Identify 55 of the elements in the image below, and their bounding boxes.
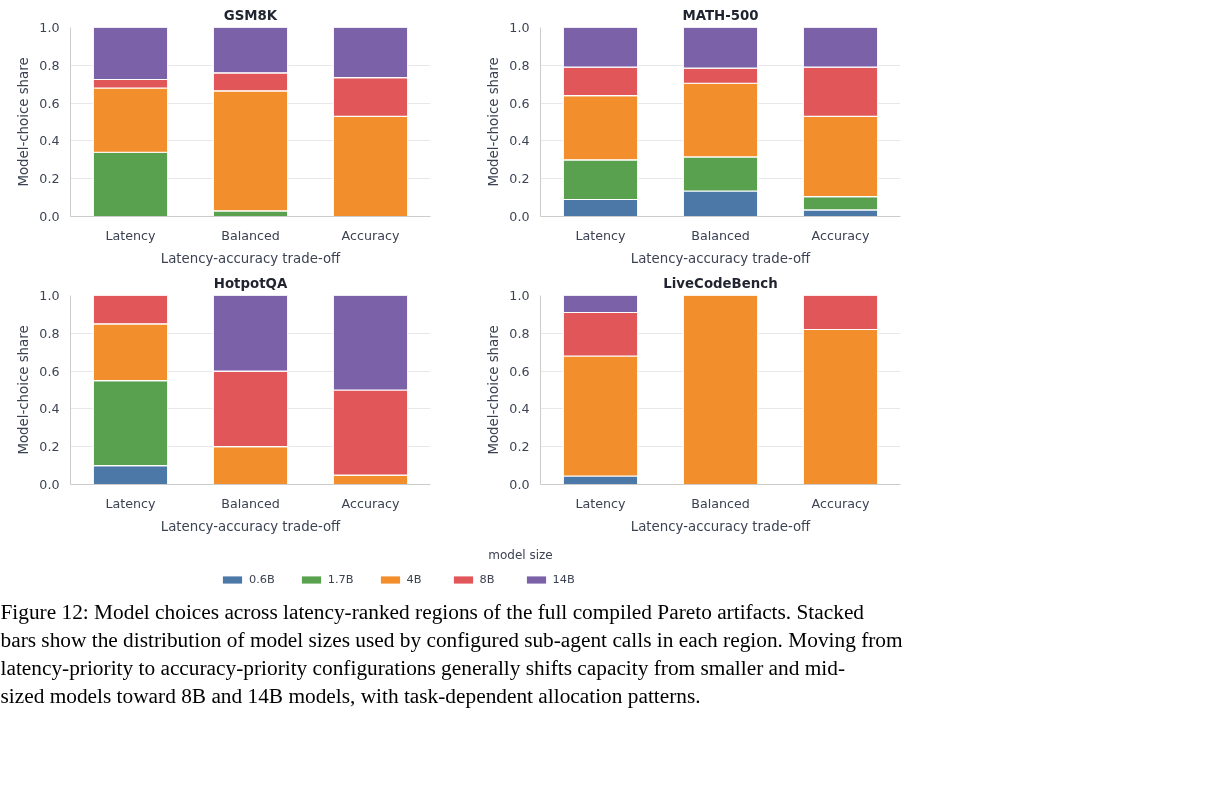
y-tick-label: 0.4 (509, 401, 530, 417)
y-tick-label: 0.8 (39, 325, 60, 341)
y-tick-label: 0.4 (509, 133, 530, 149)
x-axis-title: Latency-accuracy trade-off (630, 250, 812, 266)
y-tick-label: 0.2 (39, 439, 60, 455)
text: 4B (406, 572, 423, 586)
y-tick-label: 0.0 (509, 477, 530, 492)
y-tick-label: 1.0 (509, 20, 530, 35)
legend-label: 8B (479, 572, 496, 586)
x-axis-title: Latency-accuracy trade-off (160, 518, 342, 534)
x-tick-label: Balanced (221, 495, 280, 511)
legend-label: 1.7B (327, 572, 354, 586)
y-tick-label: 0.0 (39, 477, 60, 492)
x-tick-label: Latency (575, 227, 627, 243)
y-tick-label: 0.8 (509, 57, 530, 73)
x-axis-title: Latency-accuracy trade-off (630, 518, 812, 534)
chart-title: HotpotQA (213, 275, 288, 291)
y-tick-label: 0.4 (39, 133, 60, 149)
y-tick-label: 0.0 (509, 209, 530, 224)
y-tick-label: 0.0 (39, 209, 60, 224)
y-tick-label: 0.6 (39, 363, 60, 379)
x-tick-label: Balanced (691, 495, 750, 511)
y-tick-label: 1.0 (509, 288, 530, 303)
y-tick-label: 0.2 (509, 171, 530, 187)
x-tick-label: Latency (105, 227, 157, 243)
caption: Figure 12: Model choices across latency-ranked regions of the full compiled Pareto artifacts. Stacked bars show the distribution of model sizes used by configured sub-agent calls in each region. Moving from latency-priority to accuracy-priority configurations generally shifts capacity from smaller and mid-sized models toward 8B and 14B models, with task-dependent allocation patterns. (0, 599, 904, 708)
x-tick-label: Accuracy (811, 227, 870, 243)
chart-title: GSM8K (223, 7, 278, 23)
y-tick-label: 0.8 (39, 57, 60, 73)
x-tick-label: Balanced (221, 227, 280, 243)
y-tick-label: 0.2 (509, 439, 530, 455)
x-tick-label: Latency (105, 495, 157, 511)
y-tick-label: 0.4 (39, 401, 60, 417)
legend-label: 0.6B (249, 572, 275, 586)
y-tick-label: 0.2 (39, 171, 60, 187)
y-tick-label: 1.0 (39, 20, 60, 35)
legend-label: 14B (552, 572, 575, 586)
y-axis-title: Model-choice share (486, 57, 502, 187)
y-tick-label: 0.8 (509, 325, 530, 341)
y-tick-label: 0.6 (509, 95, 530, 111)
y-tick-label: 0.6 (39, 95, 60, 111)
chart-title: LiveCodeBench (663, 275, 778, 291)
y-axis-title: Model-choice share (16, 57, 32, 187)
x-tick-label: Latency (575, 495, 627, 511)
x-tick-label: Accuracy (811, 495, 870, 511)
chart-title: MATH-500 (682, 7, 759, 23)
legend-title: model size (488, 547, 553, 562)
x-tick-label: Balanced (691, 227, 750, 243)
y-axis-title: Model-choice share (486, 325, 502, 455)
y-tick-label: 0.6 (509, 363, 530, 379)
x-tick-label: Accuracy (341, 227, 400, 243)
y-tick-label: 1.0 (39, 288, 60, 303)
x-axis-title: Latency-accuracy trade-off (160, 250, 342, 266)
y-axis-title: Model-choice share (16, 325, 32, 455)
x-tick-label: Accuracy (341, 495, 400, 511)
